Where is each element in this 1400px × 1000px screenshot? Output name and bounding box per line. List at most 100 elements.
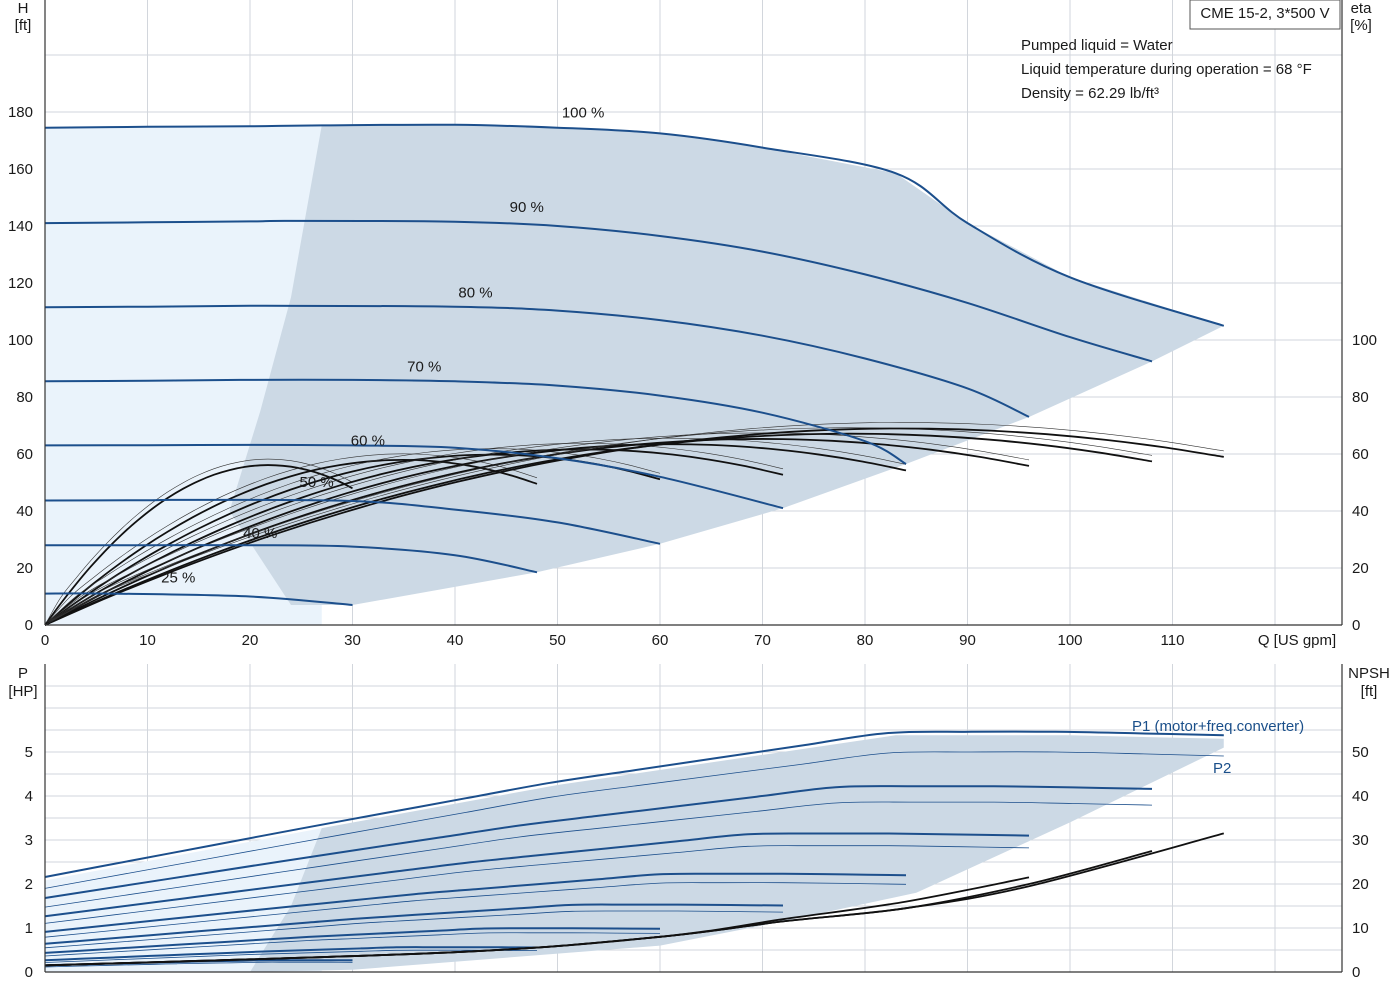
y-axis-unit-percent: [%] bbox=[1350, 17, 1372, 34]
efficiency-curve bbox=[44, 458, 538, 626]
y-tick-label-right: 0 bbox=[1352, 617, 1360, 634]
x-tick-label: 30 bbox=[344, 632, 361, 649]
y-axis-label-h: H bbox=[18, 0, 29, 17]
info-liquid-temperature: Liquid temperature during operation = 68… bbox=[1021, 61, 1312, 78]
head-panel: 100 % 90 % 80 % 70 % 60 % 50 % 40 % 25 % 0 10 20 3… bbox=[8, 0, 1377, 649]
x-tick-label: 100 bbox=[1057, 632, 1082, 649]
y-tick-label-left: 100 bbox=[8, 332, 33, 349]
p2-curve bbox=[44, 961, 353, 968]
x-tick-label: 90 bbox=[959, 632, 976, 649]
y-tick-label-right: 40 bbox=[1352, 503, 1369, 520]
x-tick-label: 60 bbox=[652, 632, 669, 649]
efficiency-curve-thin bbox=[44, 437, 907, 626]
y-axis-label-eta: eta bbox=[1351, 0, 1373, 17]
efficiency-curve bbox=[44, 438, 1030, 626]
head-curve bbox=[44, 443, 784, 510]
y-tick-label-right: 20 bbox=[1352, 560, 1369, 577]
y-tick-label-left: 40 bbox=[16, 503, 33, 520]
title-box: CME 15-2, 3*500 V bbox=[1189, 0, 1341, 30]
y-tick-label-left: 160 bbox=[8, 161, 33, 178]
npsh-curves bbox=[44, 832, 1225, 967]
efficiency-curve bbox=[44, 448, 784, 626]
x-tick-label: 40 bbox=[447, 632, 464, 649]
p1-curve bbox=[44, 927, 661, 954]
p2-curve bbox=[44, 932, 661, 957]
y-tick-label-left: 140 bbox=[8, 218, 33, 235]
efficiency-curve-thin bbox=[44, 443, 784, 626]
head-curve bbox=[44, 378, 907, 465]
efficiency-curve-thin bbox=[44, 458, 353, 626]
x-tick-label: 110 bbox=[1161, 632, 1185, 649]
head-tick-labels: 0 10 20 30 40 50 60 70 80 90 100 110 0 20 40 60 80 100 120… bbox=[8, 104, 1377, 649]
p2-curve bbox=[44, 910, 784, 949]
npsh-tick-label: 20 bbox=[1352, 876, 1369, 893]
efficiency-curve bbox=[44, 427, 1224, 626]
speed-label: 50 % bbox=[300, 474, 334, 491]
x-tick-label: 70 bbox=[754, 632, 771, 649]
p1-curve bbox=[44, 785, 1153, 899]
info-density: Density = 62.29 lb/ft³ bbox=[1021, 85, 1159, 102]
p2-curve bbox=[44, 882, 907, 938]
speed-label: 25 % bbox=[161, 569, 195, 586]
x-tick-label: 50 bbox=[549, 632, 566, 649]
efficiency-curves bbox=[44, 422, 1224, 626]
y-tick-label-left: 20 bbox=[16, 560, 33, 577]
x-tick-label: 10 bbox=[139, 632, 156, 649]
npsh-tick-label: 0 bbox=[1352, 964, 1360, 981]
p2-curve bbox=[44, 949, 538, 963]
x-tick-label: 80 bbox=[857, 632, 874, 649]
npsh-tick-label: 50 bbox=[1352, 744, 1369, 761]
p2-curve bbox=[44, 751, 1224, 889]
x-tick-label: 20 bbox=[242, 632, 259, 649]
head-curve bbox=[44, 592, 353, 606]
power-range-light-shade bbox=[45, 828, 322, 972]
p2-curve bbox=[44, 801, 1153, 908]
head-operating-range-shade bbox=[229, 124, 1224, 606]
power-tick-label: 2 bbox=[25, 876, 33, 893]
efficiency-curve bbox=[44, 464, 353, 626]
efficiency-curve-thin bbox=[44, 422, 1224, 626]
speed-label: 60 % bbox=[351, 432, 385, 449]
speed-label: 100 % bbox=[562, 105, 605, 122]
y-axis-label-p: P bbox=[18, 665, 28, 682]
y-axis-unit-npsh-ft: [ft] bbox=[1361, 683, 1378, 700]
p1-curve bbox=[44, 730, 1224, 878]
y-axis-unit-hp: [HP] bbox=[8, 683, 37, 700]
power-tick-label: 1 bbox=[25, 920, 33, 937]
p2-series-label: P2 bbox=[1213, 760, 1231, 777]
y-tick-label-right: 100 bbox=[1352, 332, 1377, 349]
npsh-tick-label: 40 bbox=[1352, 788, 1369, 805]
efficiency-curve-thin bbox=[44, 453, 538, 626]
head-curve bbox=[44, 123, 1225, 327]
y-tick-label-left: 0 bbox=[25, 617, 33, 634]
efficiency-curve-thin bbox=[44, 427, 1153, 626]
head-curve bbox=[45, 544, 538, 574]
efficiency-curve-thin bbox=[44, 448, 661, 626]
info-pumped-liquid: Pumped liquid = Water bbox=[1021, 37, 1173, 54]
speed-label: 90 % bbox=[510, 199, 544, 216]
y-tick-label-left: 120 bbox=[8, 275, 33, 292]
y-tick-label-left: 180 bbox=[8, 104, 33, 121]
p1-curve bbox=[44, 903, 784, 945]
y-tick-label-left: 60 bbox=[16, 446, 33, 463]
head-curve bbox=[44, 219, 1153, 363]
npsh-curve bbox=[44, 832, 1225, 967]
y-tick-label-left: 80 bbox=[16, 389, 33, 406]
p1-series-label: P1 (motor+freq.converter) bbox=[1132, 718, 1304, 735]
power-curves bbox=[44, 730, 1224, 968]
speed-label: 70 % bbox=[407, 358, 441, 375]
x-axis-label: Q [US gpm] bbox=[1258, 632, 1336, 649]
head-curve bbox=[44, 498, 661, 545]
y-axis-unit-ft: [ft] bbox=[15, 17, 32, 34]
head-curves: 100 % 90 % 80 % 70 % 60 % 50 % 40 % 25 % bbox=[44, 105, 1225, 606]
power-tick-label: 4 bbox=[25, 788, 33, 805]
x-tick-label: 0 bbox=[41, 632, 49, 649]
y-tick-label-right: 60 bbox=[1352, 446, 1369, 463]
p1-curve bbox=[44, 832, 1030, 918]
p1-curve bbox=[44, 946, 538, 962]
power-tick-label: 0 bbox=[25, 964, 33, 981]
p2-curve bbox=[44, 845, 1030, 924]
